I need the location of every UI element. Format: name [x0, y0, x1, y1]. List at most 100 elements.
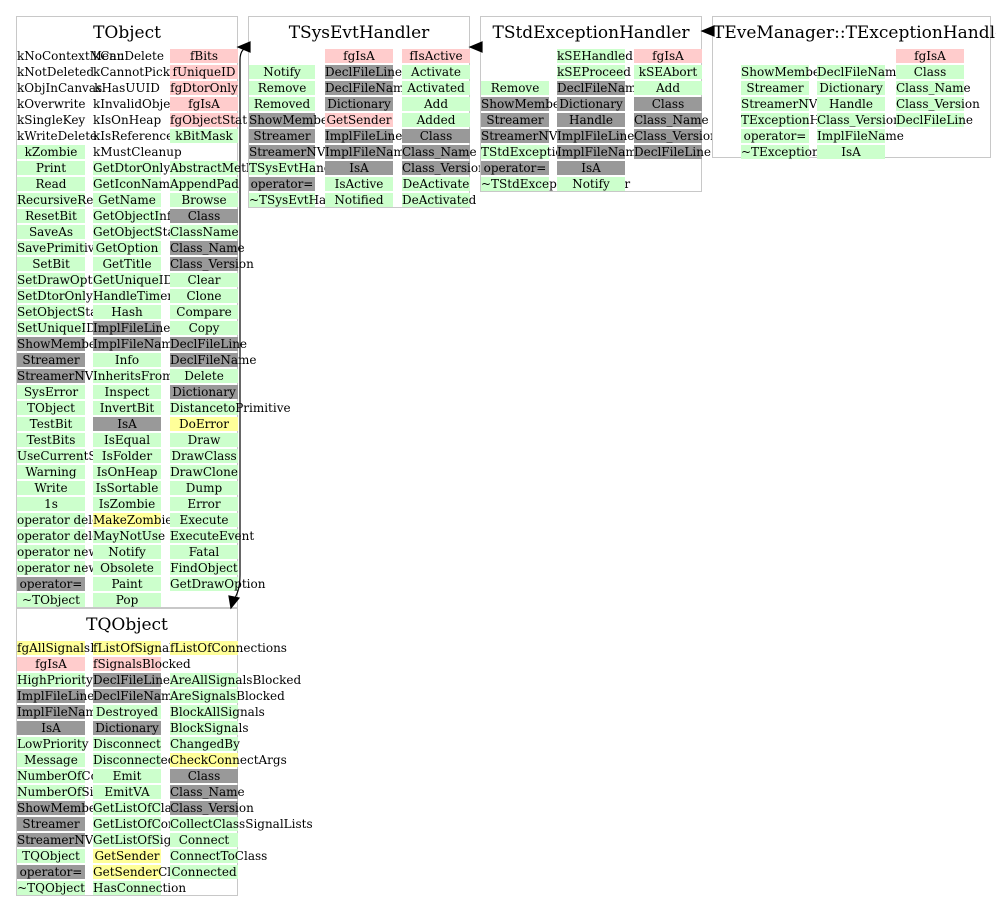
member-cell: kIsReferenced: [93, 129, 181, 143]
member-cell: UseCurrentStyle: [17, 449, 120, 463]
member-cell: Disconnect: [93, 737, 161, 751]
member-cell: operator=: [481, 161, 549, 175]
member-cell: ShowMembers: [17, 337, 108, 351]
member-cell: Removed: [249, 97, 315, 111]
member-cell: TQObject: [17, 849, 85, 863]
member-cell: Class_Name: [170, 241, 245, 255]
member-cell: IsA: [325, 161, 393, 175]
member-cell: Dictionary: [557, 97, 625, 111]
member-cell: Compare: [170, 305, 238, 319]
member-column: fgAllSignalsBlocked fgIsA HighPriority Impl…: [17, 641, 157, 895]
member-cell: LowPriority: [17, 737, 89, 751]
member-cell: EmitVA: [93, 785, 161, 799]
member-cell: BlockAllSignals: [170, 705, 265, 719]
member-cell: TObject: [17, 401, 85, 415]
member-cell: Browse: [170, 193, 238, 207]
member-cell: ClassName: [170, 225, 239, 239]
member-cell: [249, 49, 315, 63]
member-cell: fgObjectStat: [170, 113, 248, 127]
member-cell: GetListOfSignals: [93, 833, 197, 847]
member-cell: StreamerNVirtual: [741, 97, 851, 111]
member-cell: TestBits: [17, 433, 85, 447]
member-cell: [481, 65, 549, 79]
member-cell: NumberOfSignals: [17, 785, 127, 799]
member-cell: kCanDelete: [93, 49, 164, 63]
member-cell: Streamer: [481, 113, 549, 127]
member-cell: Add: [634, 81, 702, 95]
member-cell: kWriteDelete: [17, 129, 98, 143]
member-cell: ShowMembers: [481, 97, 572, 111]
member-column: fListOfSignals fSignalsBlocked DeclFileLin…: [93, 641, 229, 895]
member-cell: operator=: [249, 177, 315, 191]
member-cell: kSEAbort: [634, 65, 702, 79]
member-cell: Streamer: [741, 81, 809, 95]
member-cell: operator new[]: [17, 561, 108, 575]
member-cell: GetIconName: [93, 177, 178, 191]
member-cell: Print: [17, 161, 85, 175]
member-column: fBits fUniqueID fgDtorOnly fgIsA fgObjectSta…: [170, 49, 291, 591]
member-cell: Class_Version: [402, 161, 486, 175]
member-cell: CollectClassSignalLists: [170, 817, 313, 831]
member-cell: InvertBit: [93, 401, 161, 415]
member-cell: Copy: [170, 321, 238, 335]
member-cell: kIsOnHeap: [93, 113, 162, 127]
member-cell: Class_Version: [170, 257, 254, 271]
member-column: kCanDelete kCannotPick kHasUUID kInvalidObj…: [93, 49, 182, 607]
member-cell: Dictionary: [170, 385, 238, 399]
member-cell: GetSender: [93, 849, 161, 863]
member-cell: GetDrawOption: [170, 577, 266, 591]
class-title: TSysEvtHandler: [288, 23, 430, 43]
member-cell: DeclFileLine: [170, 337, 248, 351]
member-cell: TExceptionHandler: [741, 113, 860, 127]
member-cell: Notify: [93, 545, 161, 559]
member-cell: ~TSysEvtHandler: [249, 193, 359, 207]
member-cell: Pop: [93, 593, 161, 607]
member-column: fgIsA kSEAbort Add Class Class_Name Class_Ver…: [634, 49, 718, 159]
member-column: DeclFileName Dictionary Handle Class_Versio…: [817, 49, 904, 159]
member-cell: Class_Version: [896, 97, 980, 111]
member-cell: AreAllSignalsBlocked: [170, 673, 302, 687]
member-cell: GetOption: [93, 241, 161, 255]
member-cell: SetObjectStat: [17, 305, 103, 319]
member-cell: GetObjectStat: [93, 225, 180, 239]
member-cell: InheritsFrom: [93, 369, 174, 383]
member-cell: Handle: [557, 113, 625, 127]
member-cell: ~TExceptionHandler: [741, 145, 870, 159]
member-cell: SetUniqueID: [17, 321, 96, 335]
member-cell: DeclFileName: [557, 81, 644, 95]
member-cell: GetName: [93, 193, 161, 207]
member-cell: ImplFileName: [325, 145, 412, 159]
member-cell: ShowMembers: [741, 65, 832, 79]
member-cell: AbstractMethod: [170, 161, 269, 175]
member-cell: Activate: [402, 65, 470, 79]
member-cell: FindObject: [170, 561, 238, 575]
member-cell: kNotDeleted: [17, 65, 95, 79]
member-cell: Info: [93, 353, 161, 367]
member-cell: kNoContextMenu: [17, 49, 125, 63]
member-cell: SavePrimitive: [17, 241, 102, 255]
member-cell: ShowMembers: [249, 113, 340, 127]
member-cell: ImplFileName: [93, 337, 180, 351]
member-cell: GetListOfConnections: [93, 817, 228, 831]
member-column: Remove ShowMembers Streamer StreamerNVirtua…: [481, 49, 630, 191]
class-title: TQObject: [86, 615, 168, 635]
member-cell: IsFolder: [93, 449, 161, 463]
class-title: TStdExceptionHandler: [492, 23, 690, 43]
member-cell: Clear: [170, 273, 238, 287]
member-cell: Class: [402, 129, 470, 143]
member-cell: [481, 49, 549, 63]
member-column: fgIsA Class Class_Name Class_Version DeclFil…: [896, 49, 980, 127]
member-cell: 1s: [17, 497, 85, 511]
member-cell: HandleTimer: [93, 289, 174, 303]
member-column: fgIsA DeclFileLine DeclFileName Dictionary G…: [325, 49, 412, 207]
member-cell: fIsActive: [402, 49, 470, 63]
member-cell: Notify: [557, 177, 625, 191]
member-cell: Streamer: [249, 129, 315, 143]
member-cell: operator delete: [17, 513, 112, 527]
member-cell: operator=: [741, 129, 809, 143]
member-cell: ImplFileName: [817, 129, 904, 143]
member-cell: SetDtorOnly: [17, 289, 93, 303]
member-cell: [741, 49, 809, 63]
class-box-tqobject: TQObject fgAllSignalsBlocked fgIsA HighPri…: [16, 608, 313, 896]
member-cell: TStdExceptionHandler: [481, 145, 621, 159]
